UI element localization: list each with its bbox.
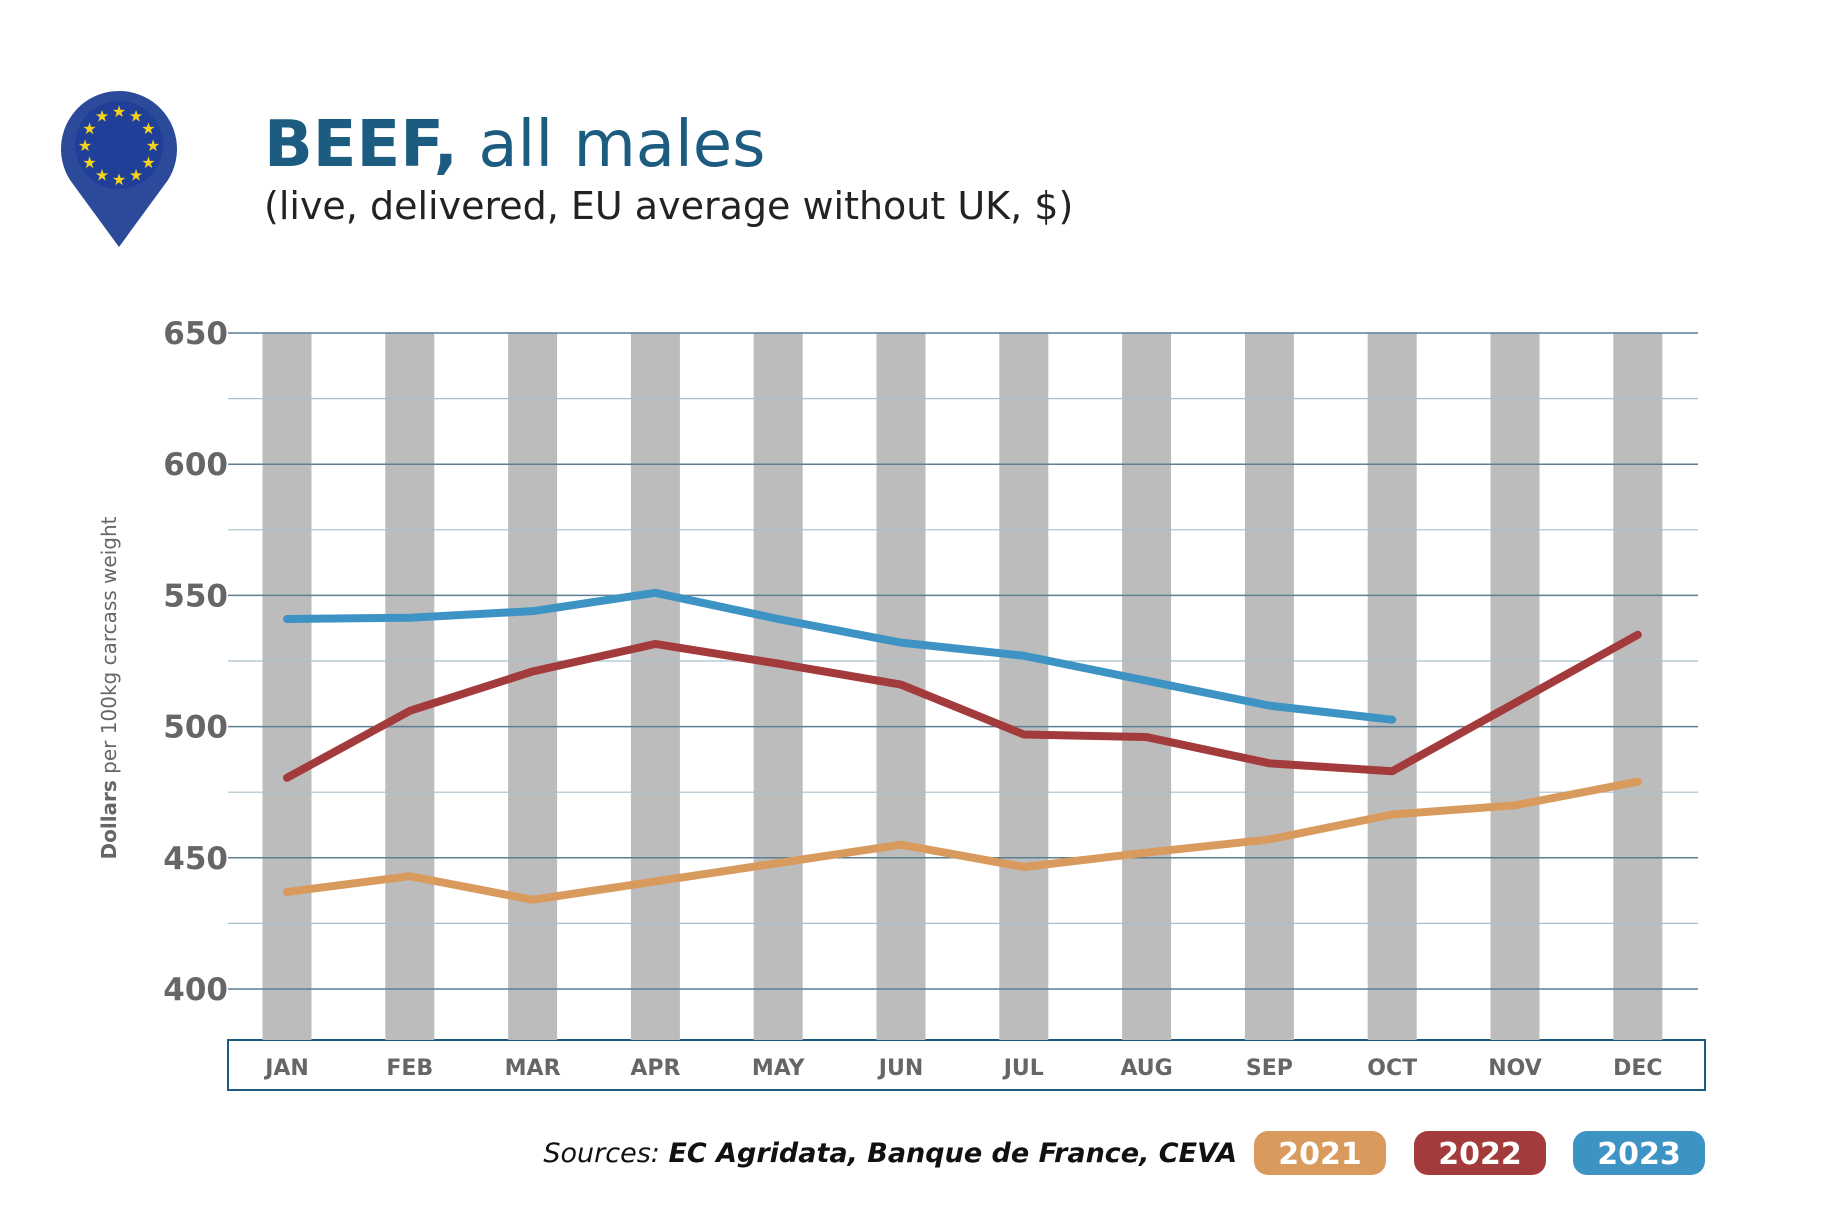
column-band <box>385 333 435 1040</box>
eu-star: ★ <box>141 153 155 172</box>
x-tick-label: JUL <box>1002 1056 1044 1081</box>
column-band <box>753 333 803 1040</box>
x-tick-label: SEP <box>1246 1056 1293 1081</box>
legend-label: 2023 <box>1597 1137 1681 1172</box>
chart-subtitle: (live, delivered, EU average without UK,… <box>264 184 1073 228</box>
x-tick-label: MAR <box>505 1056 561 1081</box>
column-band <box>262 333 312 1040</box>
x-tick-label: NOV <box>1488 1056 1542 1081</box>
eu-star: ★ <box>112 170 126 189</box>
eu-star: ★ <box>129 107 143 126</box>
x-tick-label: OCT <box>1367 1056 1417 1081</box>
eu-star: ★ <box>82 119 96 138</box>
x-tick-label: AUG <box>1120 1056 1172 1081</box>
legend-pill <box>1414 1131 1546 1175</box>
eu-star: ★ <box>78 136 92 155</box>
eu-star: ★ <box>141 119 155 138</box>
y-axis-label: Dollars per 100kg carcass weight <box>97 516 121 859</box>
y-tick-label: 450 <box>163 841 228 877</box>
sources: Sources: EC Agridata, Banque de France, … <box>543 1138 1237 1169</box>
column-band <box>508 333 558 1040</box>
column-band <box>1613 333 1663 1040</box>
y-tick-label: 650 <box>163 316 228 352</box>
eu-star: ★ <box>146 136 160 155</box>
legend-pill <box>1254 1131 1386 1175</box>
series-line <box>283 630 1642 782</box>
y-tick-label: 600 <box>163 447 228 483</box>
x-tick-label: JUN <box>877 1056 923 1081</box>
legend-label: 2022 <box>1438 1137 1522 1172</box>
series-line <box>283 588 1397 724</box>
y-tick-label: 400 <box>163 972 228 1008</box>
column-band <box>1244 333 1294 1040</box>
column-band <box>630 333 680 1040</box>
x-tick-label: DEC <box>1613 1056 1662 1081</box>
y-tick-label: 500 <box>163 710 228 746</box>
x-tick-label: JAN <box>263 1056 309 1081</box>
eu-star: ★ <box>95 107 109 126</box>
legend-label: 2021 <box>1278 1137 1362 1172</box>
x-tick-label: APR <box>630 1056 680 1081</box>
eu-pin <box>60 90 178 248</box>
series-line <box>283 777 1642 904</box>
chart-title: BEEF, all males <box>264 108 766 182</box>
eu-star: ★ <box>95 165 109 184</box>
eu-star: ★ <box>82 153 96 172</box>
eu-star: ★ <box>129 165 143 184</box>
column-band <box>1490 333 1540 1040</box>
column-band <box>1367 333 1417 1040</box>
y-tick-label: 550 <box>163 578 228 614</box>
category-box <box>227 1039 1706 1091</box>
x-tick-label: FEB <box>386 1056 433 1081</box>
eu-star: ★ <box>112 102 126 121</box>
legend-pill <box>1573 1131 1705 1175</box>
x-tick-label: MAY <box>752 1056 806 1081</box>
column-band <box>999 333 1049 1040</box>
